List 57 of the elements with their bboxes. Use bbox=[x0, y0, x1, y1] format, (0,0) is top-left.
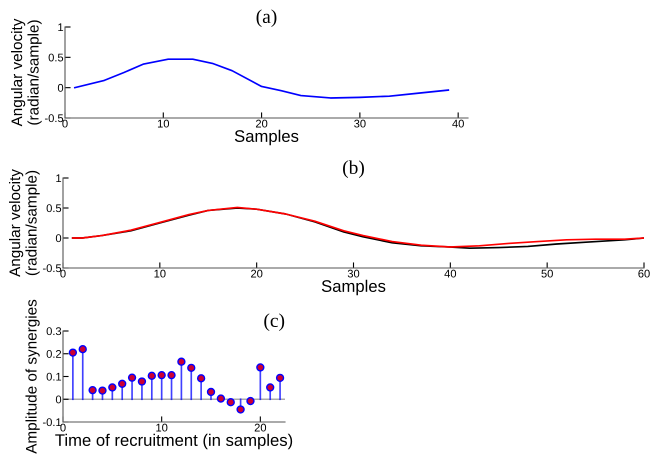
point bbox=[78, 345, 87, 354]
point bbox=[177, 358, 186, 366]
point bbox=[246, 396, 255, 406]
point bbox=[98, 386, 107, 395]
y-tick-label: 0 bbox=[56, 234, 62, 242]
point bbox=[108, 383, 116, 392]
y-tick-label: 0.5 bbox=[48, 54, 64, 62]
chart-title: (c) bbox=[264, 313, 284, 331]
x-tick-label: 10 bbox=[154, 270, 166, 278]
point bbox=[158, 370, 166, 380]
line-series bbox=[74, 58, 450, 99]
x-tick-label: 30 bbox=[354, 120, 366, 128]
y-tick-label: -0.5 bbox=[44, 114, 64, 122]
chart-title: (a) bbox=[256, 9, 276, 27]
point bbox=[148, 372, 156, 380]
y-axis-title: Angular velocity (radian/sample) bbox=[10, 18, 42, 126]
y-tick-label: -0.1 bbox=[42, 418, 62, 426]
point bbox=[167, 370, 176, 380]
y-axis-title: Amplitude of synergies bbox=[25, 300, 40, 454]
point bbox=[68, 348, 78, 357]
point bbox=[276, 374, 284, 382]
y-tick-label: 0.1 bbox=[46, 372, 62, 381]
x-tick-label: 40 bbox=[452, 120, 464, 128]
y-tick-label: 1 bbox=[58, 23, 64, 32]
y-tick-label: 0 bbox=[56, 396, 62, 404]
x-tick-label: 60 bbox=[638, 270, 650, 278]
point bbox=[226, 398, 235, 406]
point bbox=[206, 388, 216, 396]
point bbox=[256, 363, 264, 372]
y-tick-label: 0.5 bbox=[46, 204, 62, 212]
x-tick-label: 20 bbox=[256, 120, 268, 128]
y-tick-label: 1 bbox=[56, 174, 62, 182]
chart-title: (b) bbox=[343, 160, 364, 178]
point bbox=[118, 380, 126, 388]
point bbox=[187, 364, 196, 372]
x-tick-label: 10 bbox=[156, 424, 168, 432]
point bbox=[266, 383, 274, 392]
point bbox=[88, 386, 97, 394]
point bbox=[236, 405, 245, 414]
x-axis-title: Time of recruitment (in samples) bbox=[55, 434, 292, 450]
x-tick-label: 20 bbox=[251, 270, 262, 278]
x-axis-title: Samples bbox=[322, 280, 386, 296]
point bbox=[196, 374, 206, 382]
point bbox=[138, 377, 146, 386]
x-tick-label: 50 bbox=[541, 270, 553, 278]
x-tick-label: 40 bbox=[444, 270, 456, 278]
x-axis-title: Samples bbox=[234, 130, 298, 146]
point bbox=[128, 373, 136, 382]
y-tick-label: 0.3 bbox=[46, 327, 62, 336]
point bbox=[216, 394, 226, 403]
y-tick-label: 0.2 bbox=[46, 350, 62, 358]
y-tick-label: -0.5 bbox=[42, 264, 62, 272]
x-tick-label: 10 bbox=[158, 120, 170, 128]
y-axis-title: Angular velocity (radian/sample) bbox=[8, 169, 40, 277]
x-tick-label: 20 bbox=[254, 424, 266, 432]
x-tick-label: 30 bbox=[348, 270, 360, 278]
y-tick-label: 0 bbox=[58, 84, 64, 92]
